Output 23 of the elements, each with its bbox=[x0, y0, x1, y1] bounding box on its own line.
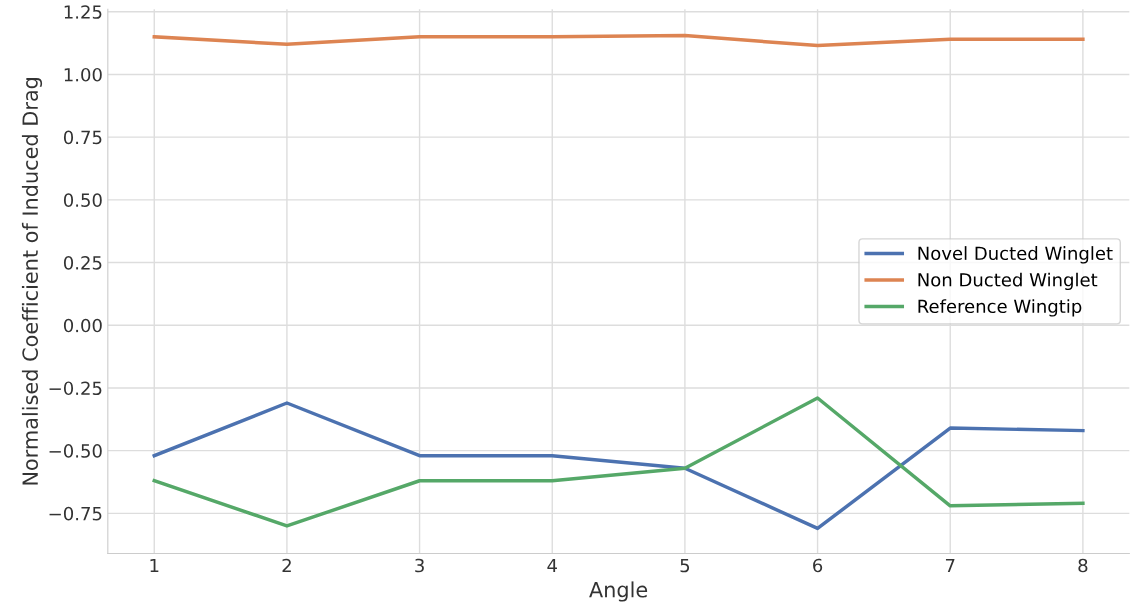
y-tick-label: −0.50 bbox=[49, 444, 102, 458]
y-tick-label: −0.75 bbox=[49, 506, 102, 521]
y-tick-label: 1.25 bbox=[64, 5, 102, 19]
x-tick-label: 2 bbox=[282, 558, 291, 573]
legend-label: Novel Ducted Winglet bbox=[918, 246, 1113, 264]
y-tick-label: 0.25 bbox=[63, 256, 102, 270]
y-tick-label: 1.00 bbox=[64, 67, 102, 82]
y-tick-label: 0.75 bbox=[63, 130, 102, 145]
y-tick-label: −0.25 bbox=[49, 381, 102, 396]
x-tick-label: 3 bbox=[415, 558, 424, 573]
y-tick-label: 0.00 bbox=[63, 318, 102, 333]
y-tick-label: 0.50 bbox=[63, 193, 102, 207]
legend-label: Non Ducted Winglet bbox=[918, 272, 1098, 291]
line-series bbox=[152, 33, 1085, 48]
x-tick-label: 1 bbox=[150, 558, 159, 573]
x-tick-label: 8 bbox=[1078, 558, 1088, 573]
legend-label: Reference Wingtip bbox=[918, 299, 1082, 317]
x-tick-label: 4 bbox=[547, 558, 557, 573]
x-tick-label: 5 bbox=[680, 558, 690, 573]
y-axis-title: Normalised Coefficient of Induced Drag bbox=[21, 78, 43, 485]
x-tick-label: 7 bbox=[945, 558, 955, 573]
x-axis-title: Angle bbox=[589, 581, 648, 602]
x-tick-label: 6 bbox=[813, 558, 823, 573]
